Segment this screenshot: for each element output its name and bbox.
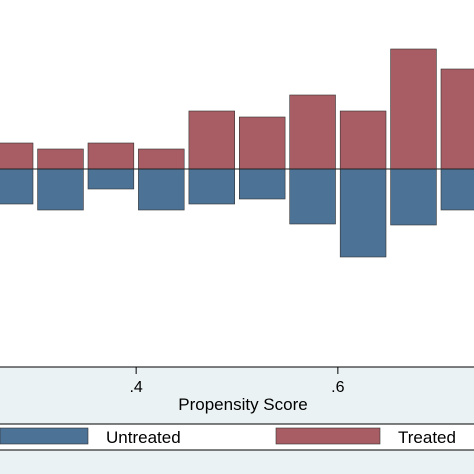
bars-group [0,48,474,258]
bar-untreated-0.3 [37,168,84,211]
bar-untreated-0.45 [188,168,235,205]
bar-untreated-0.7 [440,168,474,211]
bar-untreated-0.25 [0,168,34,205]
bar-untreated-0.6 [339,168,387,258]
x-axis-title: Propensity Score [178,395,307,414]
bar-treated-0.6 [339,110,387,170]
bar-treated-0.45 [188,110,235,170]
x-ticks-group: .4 .6 [129,367,345,396]
legend-group: Untreated Treated [0,427,456,447]
bar-treated-0.4 [138,148,185,170]
legend-label-untreated: Untreated [106,428,181,447]
bar-untreated-0.35 [87,168,135,190]
bar-untreated-0.65 [390,168,437,226]
bar-treated-0.7 [440,68,474,170]
legend-swatch-untreated [0,427,89,445]
bar-treated-0.25 [0,142,34,170]
bar-treated-0.65 [390,48,437,170]
x-tick-label: .4 [129,379,142,396]
bar-untreated-0.5 [239,168,286,200]
bar-treated-0.3 [37,148,84,170]
bar-untreated-0.4 [138,168,185,211]
legend-swatch-treated [275,427,381,445]
bar-treated-0.55 [289,94,336,170]
bar-treated-0.35 [87,142,135,170]
legend-label-treated: Treated [398,428,456,447]
bar-treated-0.5 [239,116,286,170]
x-tick-label: .6 [331,379,344,396]
bar-untreated-0.55 [289,168,336,225]
